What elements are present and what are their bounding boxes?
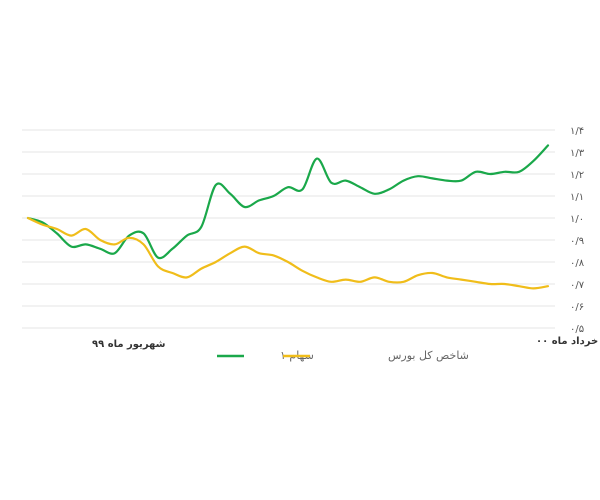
y-tick-label: ۰/۸ [570, 258, 585, 269]
x-tick-label-end: خرداد ماه ۰۰ [536, 336, 598, 347]
x-tick-label-start: شهریور ماه ۹۹ [92, 339, 166, 350]
y-tick-label: ۰/۹ [570, 236, 584, 247]
y-tick-label: ۱/۳ [570, 148, 585, 159]
y-tick-label: ۰/۵ [570, 324, 584, 335]
legend: سهام ۱ شاخص کل بورس [217, 349, 469, 362]
gridlines [22, 129, 555, 329]
y-tick-label: ۰/۶ [570, 302, 584, 313]
y-axis-tick-labels: ۰/۵ ۰/۶ ۰/۷ ۰/۸ ۰/۹ ۱/۰ ۱/۱ ۱/۲ ۱/۳ ۱/۴ [570, 126, 585, 335]
y-tick-label: ۱/۲ [570, 170, 584, 181]
series-line-1 [26, 144, 550, 260]
y-tick-label: ۱/۱ [570, 192, 584, 203]
series-line-2 [26, 216, 550, 290]
y-tick-label: ۱/۴ [570, 126, 584, 137]
y-tick-label: ۰/۷ [570, 280, 585, 291]
series-lines [26, 144, 550, 290]
y-tick-label: ۱/۰ [570, 214, 584, 225]
legend-label-series-2: شاخص کل بورس [388, 349, 469, 362]
